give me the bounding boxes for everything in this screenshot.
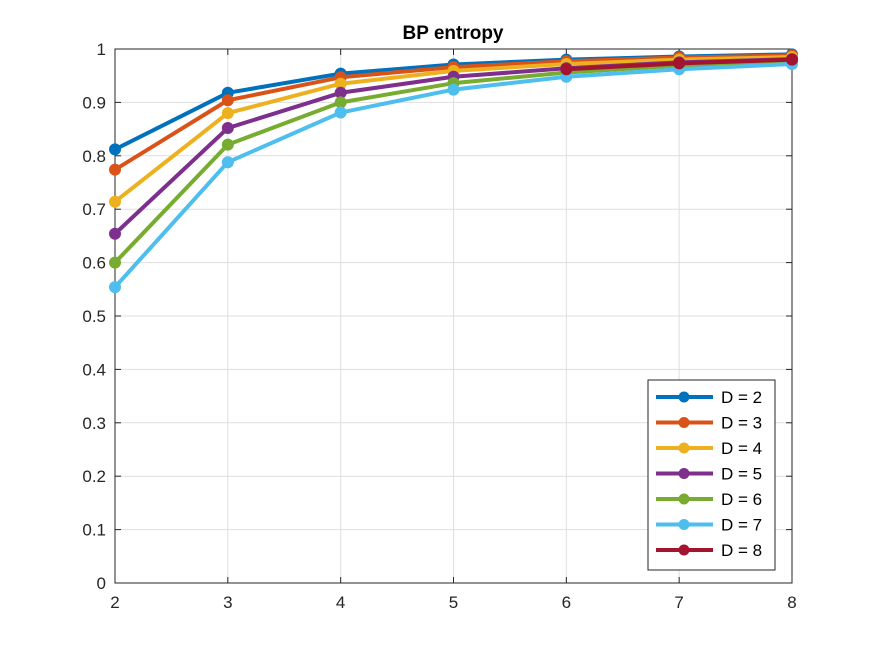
data-point [560, 63, 573, 76]
y-tick-label: 1 [97, 40, 106, 59]
y-tick-label: 0.2 [82, 467, 106, 486]
data-point [109, 143, 121, 156]
data-point [221, 122, 234, 135]
y-tick-label: 0.7 [82, 200, 106, 219]
y-tick-label: 0.3 [82, 414, 106, 433]
legend-marker [678, 468, 690, 479]
legend-label: D = 3 [721, 414, 762, 433]
legend-label: D = 6 [721, 490, 762, 509]
axes: 2 3 4 5 6 7 8 0 0.1 0.2 0.3 0.4 0.5 0.6 0.7 0.8 0.9 1 [82, 40, 796, 612]
legend-entry: D = 2 [656, 388, 762, 407]
data-point [109, 195, 121, 208]
data-point [109, 227, 121, 240]
y-tick-label: 0.5 [82, 307, 106, 326]
legend-label: D = 8 [721, 541, 762, 560]
legend-marker [678, 493, 690, 505]
data-point [221, 94, 234, 107]
y-tick-label: 0.8 [82, 147, 106, 166]
data-point [109, 281, 121, 294]
x-tick-label: 2 [110, 593, 119, 612]
chart-title: BP entropy [402, 23, 503, 44]
series [109, 48, 798, 294]
legend-entry: D = 8 [656, 541, 762, 560]
y-tick-label: 0.1 [82, 521, 106, 540]
legend-entry: D = 4 [656, 439, 762, 458]
legend-label: D = 4 [721, 439, 762, 458]
data-point [447, 83, 460, 96]
legend-marker [678, 391, 690, 403]
legend-entry: D = 5 [656, 465, 762, 484]
legend-entry: D = 7 [656, 516, 762, 535]
data-point [221, 138, 234, 151]
data-point [221, 156, 234, 169]
x-tick-label: 5 [449, 593, 458, 612]
legend-label: D = 5 [721, 465, 762, 484]
y-tick-label: 0.9 [82, 93, 106, 112]
legend-entry: D = 3 [656, 414, 762, 433]
data-point [673, 57, 686, 70]
y-tick-label: 0.6 [82, 254, 106, 273]
legend-marker [678, 442, 690, 454]
data-point [334, 106, 347, 119]
legend-label: D = 7 [721, 516, 762, 535]
legend-marker [678, 519, 690, 530]
series-D-8 [560, 53, 798, 76]
data-point [334, 96, 347, 109]
data-point [109, 256, 121, 269]
legend-label: D = 2 [721, 388, 762, 407]
y-tick-label: 0.4 [82, 360, 106, 379]
legend: D = 2 D = 3 D = 4 D = 5 D = 6 D = 7 D = 8 [647, 379, 776, 571]
data-point [786, 53, 798, 66]
legend-marker [678, 417, 690, 428]
x-tick-label: 6 [562, 593, 571, 612]
legend-marker [678, 544, 690, 556]
data-point [221, 107, 234, 120]
x-tick-label: 8 [787, 593, 796, 612]
legend-entry: D = 6 [656, 490, 762, 509]
x-tick-label: 4 [336, 593, 345, 612]
y-tick-label: 0 [97, 574, 106, 593]
x-tick-label: 3 [223, 593, 232, 612]
x-tick-label: 7 [674, 593, 683, 612]
data-point [109, 163, 121, 176]
